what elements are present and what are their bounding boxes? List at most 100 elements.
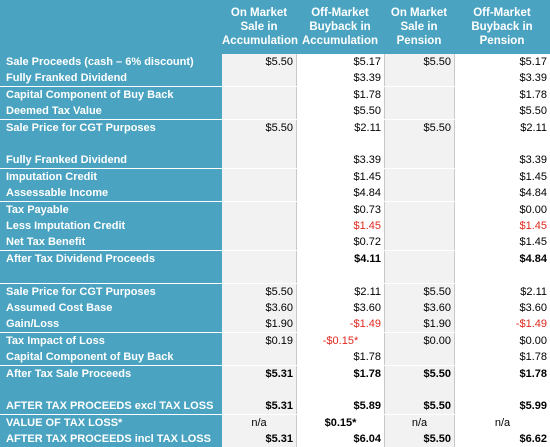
table-cell: $2.11: [296, 283, 384, 300]
table-cell: $3.39: [296, 70, 384, 87]
table-row: Assessable Income $4.84 $4.84: [0, 185, 550, 202]
table-cell: $5.17: [454, 54, 550, 70]
table-cell: [384, 267, 454, 284]
table-cell: $5.31: [222, 365, 296, 382]
table-cell: $1.45: [454, 168, 550, 185]
table-cell: [222, 218, 296, 234]
table-cell: $1.45: [296, 168, 384, 185]
table-cell: [296, 382, 384, 398]
table-row: Sale Proceeds (cash – 6% discount) $5.50 $…: [0, 54, 550, 70]
table-cell: [222, 349, 296, 366]
table-cell: [222, 86, 296, 103]
table-cell: [296, 136, 384, 152]
table-cell: [384, 349, 454, 366]
table-cell: [222, 250, 296, 267]
table-row: Assumed Cost Base $3.60 $3.60 $3.60 $3.60: [0, 300, 550, 316]
table-header: On Market Sale in Accumulation Off-Marke…: [0, 0, 550, 54]
table-cell: [222, 70, 296, 87]
table-cell: $0.00: [454, 332, 550, 349]
table-cell: $1.90: [384, 316, 454, 333]
table-cell: $5.50: [296, 103, 384, 120]
table-cell: n/a: [454, 414, 550, 431]
table-cell: $5.99: [454, 398, 550, 415]
row-label: Sale Price for CGT Purposes: [0, 119, 222, 136]
table-cell: $3.39: [454, 152, 550, 169]
table-cell: [222, 185, 296, 202]
table-cell: $1.78: [296, 86, 384, 103]
table-row: Imputation Credit $1.45 $1.45: [0, 168, 550, 185]
table-row: Capital Component of Buy Back $1.78 $1.78: [0, 349, 550, 366]
col-header-on-market-accumulation: On Market Sale in Accumulation: [222, 7, 299, 47]
row-label: VALUE OF TAX LOSS*: [0, 414, 222, 431]
row-label: AFTER TAX PROCEEDS incl TAX LOSS: [0, 431, 222, 447]
table-cell: $5.50: [222, 54, 296, 70]
table-cell: [384, 218, 454, 234]
table-row: VALUE OF TAX LOSS* n/a $0.15* n/a n/a: [0, 414, 550, 431]
row-label: After Tax Dividend Proceeds: [0, 250, 222, 267]
table-cell: n/a: [222, 414, 296, 431]
table-cell: $2.11: [454, 283, 550, 300]
row-label: After Tax Sale Proceeds: [0, 365, 222, 382]
table-cell: [296, 267, 384, 284]
row-label: Gain/Loss: [0, 316, 222, 333]
row-label: Deemed Tax Value: [0, 103, 222, 120]
table-cell: $5.89: [296, 398, 384, 415]
table-row: Sale Price for CGT Purposes $5.50 $2.11 $5.…: [0, 283, 550, 300]
table-cell: $5.17: [296, 54, 384, 70]
table-cell: $3.60: [296, 300, 384, 316]
row-label: [0, 382, 222, 398]
table-cell: $4.84: [454, 185, 550, 202]
table-row: Deemed Tax Value $5.50 $5.50: [0, 103, 550, 120]
table-cell: [384, 168, 454, 185]
table-cell: [222, 234, 296, 251]
table-row: After Tax Sale Proceeds $5.31 $1.78 $5.50 $1…: [0, 365, 550, 382]
table-cell: [384, 136, 454, 152]
table-cell: $5.50: [454, 103, 550, 120]
table-cell: [222, 267, 296, 284]
table-row: Net Tax Benefit $0.72 $1.45: [0, 234, 550, 251]
col-header-off-market-accumulation: Off-Market Buyback in Accumulation: [301, 7, 379, 47]
table-cell: [384, 70, 454, 87]
table-row: Fully Franked Dividend $3.39 $3.39: [0, 152, 550, 169]
table-cell: $1.45: [454, 234, 550, 251]
table-cell: [222, 168, 296, 185]
table-cell: $5.50: [222, 119, 296, 136]
table-cell: $5.50: [384, 431, 454, 447]
row-label: Fully Franked Dividend: [0, 70, 222, 87]
row-label: AFTER TAX PROCEEDS excl TAX LOSS: [0, 398, 222, 415]
table-cell: [222, 103, 296, 120]
table-row: Fully Franked Dividend $3.39 $3.39: [0, 70, 550, 87]
table-cell: $1.78: [454, 86, 550, 103]
table-cell: $4.84: [454, 250, 550, 267]
table-cell: $5.50: [384, 365, 454, 382]
table-cell: [384, 185, 454, 202]
table-cell: $5.50: [384, 398, 454, 415]
table-cell: [454, 382, 550, 398]
table-cell: $4.11: [296, 250, 384, 267]
col-header-off-market-pension: Off-Market Buyback in Pension: [471, 7, 533, 47]
table-cell: $5.50: [222, 283, 296, 300]
table-cell: $3.39: [454, 70, 550, 87]
table-cell: $0.73: [296, 201, 384, 218]
table-row: AFTER TAX PROCEEDS incl TAX LOSS $5.31 $6.…: [0, 431, 550, 447]
row-label: [0, 136, 222, 152]
table-cell: [222, 382, 296, 398]
row-label: Capital Component of Buy Back: [0, 349, 222, 366]
table-cell: [384, 152, 454, 169]
table-cell: [222, 152, 296, 169]
table-cell: $1.78: [454, 365, 550, 382]
table-row: Tax Impact of Loss $0.19 -$0.15* $0.00 $0.00: [0, 332, 550, 349]
table-cell: -$1.49: [296, 316, 384, 333]
row-label: Assessable Income: [0, 185, 222, 202]
col-header-on-market-pension: On Market Sale in Pension: [390, 7, 448, 47]
table-row: AFTER TAX PROCEEDS excl TAX LOSS $5.31 $5.…: [0, 398, 550, 415]
table-cell: $5.50: [384, 283, 454, 300]
table-cell: $4.84: [296, 185, 384, 202]
table-cell: $6.04: [296, 431, 384, 447]
row-label: Capital Component of Buy Back: [0, 86, 222, 103]
table-cell: $5.31: [222, 431, 296, 447]
table-row: [0, 382, 550, 398]
table-cell: $0.00: [384, 332, 454, 349]
table-cell: $3.39: [296, 152, 384, 169]
